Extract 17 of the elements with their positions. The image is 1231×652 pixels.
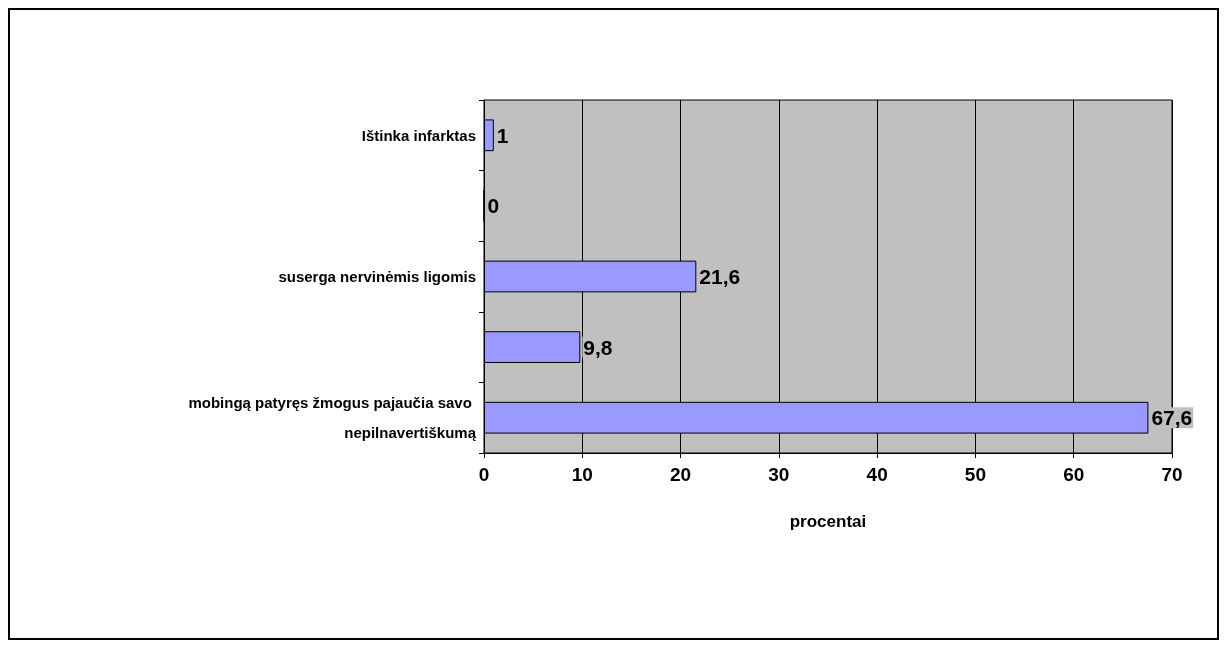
x-tick-label: 50 [964,464,986,485]
x-tick-label: 60 [1063,464,1085,485]
x-tick-label: 30 [768,464,790,485]
data-label: 9,8 [583,335,613,359]
y-tick-label: suserga nervinėmis ligomis [278,268,476,285]
x-axis-title: procentai [789,512,867,531]
x-tick-label: 40 [866,464,888,485]
y-tick-label: Ištinka infarktas [361,126,476,144]
data-label: 67,6 [1151,406,1193,430]
data-label: 21,6 [699,265,741,288]
data-label: 0 [487,194,500,218]
y-tick-label: mobingą patyręs žmogus pajaučia savo nepilnavertiškumą [188,394,477,442]
x-tick-label: 70 [1161,464,1183,485]
x-tick-label: 20 [670,464,692,485]
x-tick-label: 10 [571,464,593,485]
x-tick-label: 0 [478,464,490,485]
data-label: 1 [496,123,509,147]
